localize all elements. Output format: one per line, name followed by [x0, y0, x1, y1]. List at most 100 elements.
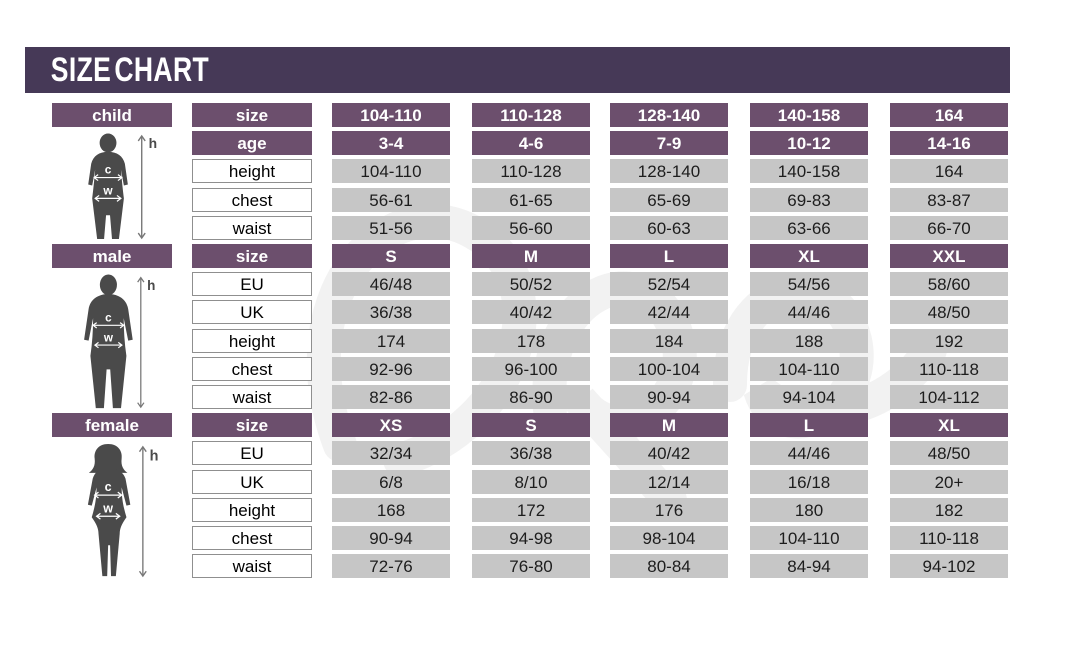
row-label-cell: height	[192, 498, 312, 522]
column-header-cell: 7-9	[610, 131, 728, 155]
female-figure-icon: h c w	[52, 443, 172, 578]
value-cell: 82-86	[332, 385, 450, 409]
column-header-cell: 104-110	[332, 103, 450, 127]
value-cell: 90-94	[332, 526, 450, 550]
value-cell: 65-69	[610, 188, 728, 212]
value-cell: 104-110	[750, 357, 868, 381]
value-cell: 58/60	[890, 272, 1008, 296]
value-cell: 94-98	[472, 526, 590, 550]
value-cell: 94-104	[750, 385, 868, 409]
value-cell: 48/50	[890, 300, 1008, 324]
column-header-cell: S	[332, 244, 450, 268]
row-label-cell: EU	[192, 272, 312, 296]
row-label-cell: waist	[192, 554, 312, 578]
row-label-cell: size	[192, 244, 312, 268]
value-cell: 110-118	[890, 357, 1008, 381]
column-header-cell: L	[610, 244, 728, 268]
column-header-cell: 4-6	[472, 131, 590, 155]
value-cell: 54/56	[750, 272, 868, 296]
value-cell: 96-100	[472, 357, 590, 381]
waist-marker-label: w	[102, 183, 113, 197]
value-cell: 90-94	[610, 385, 728, 409]
value-cell: 36/38	[332, 300, 450, 324]
value-cell: 66-70	[890, 216, 1008, 240]
column-header-cell: L	[750, 413, 868, 437]
value-cell: 61-65	[472, 188, 590, 212]
value-cell: 104-110	[750, 526, 868, 550]
row-label-cell: chest	[192, 526, 312, 550]
value-cell: 86-90	[472, 385, 590, 409]
column-header-cell: 164	[890, 103, 1008, 127]
value-cell: 80-84	[610, 554, 728, 578]
column-header-cell: M	[472, 244, 590, 268]
page-title: SIZE CHART	[50, 50, 210, 89]
value-cell: 180	[750, 498, 868, 522]
value-cell: 42/44	[610, 300, 728, 324]
value-cell: 56-60	[472, 216, 590, 240]
value-cell: 110-128	[472, 159, 590, 183]
value-cell: 110-118	[890, 526, 1008, 550]
height-marker-label: h	[149, 135, 157, 151]
chest-marker-label: c	[105, 480, 112, 494]
value-cell: 184	[610, 329, 728, 353]
value-cell: 36/38	[472, 441, 590, 465]
value-cell: 76-80	[472, 554, 590, 578]
value-cell: 192	[890, 329, 1008, 353]
value-cell: 51-56	[332, 216, 450, 240]
value-cell: 20+	[890, 470, 1008, 494]
section-label-female: female	[52, 413, 172, 437]
row-label-cell: height	[192, 159, 312, 183]
title-bar: SIZE CHART	[25, 47, 1010, 93]
row-label-cell: waist	[192, 385, 312, 409]
value-cell: 56-61	[332, 188, 450, 212]
value-cell: 188	[750, 329, 868, 353]
row-label-cell: size	[192, 103, 312, 127]
child-figure-icon: h c w	[52, 133, 172, 240]
section-label-child: child	[52, 103, 172, 127]
value-cell: 60-63	[610, 216, 728, 240]
chest-marker-label: c	[105, 312, 112, 325]
value-cell: 94-102	[890, 554, 1008, 578]
value-cell: 16/18	[750, 470, 868, 494]
value-cell: 176	[610, 498, 728, 522]
value-cell: 104-110	[332, 159, 450, 183]
column-header-cell: 3-4	[332, 131, 450, 155]
column-header-cell: 14-16	[890, 131, 1008, 155]
column-header-cell: XXL	[890, 244, 1008, 268]
value-cell: 40/42	[610, 441, 728, 465]
height-marker-label: h	[150, 448, 159, 464]
value-cell: 46/48	[332, 272, 450, 296]
row-label-cell: UK	[192, 300, 312, 324]
column-header-cell: 140-158	[750, 103, 868, 127]
value-cell: 6/8	[332, 470, 450, 494]
value-cell: 50/52	[472, 272, 590, 296]
value-cell: 44/46	[750, 300, 868, 324]
chest-marker-label: c	[105, 163, 112, 177]
value-cell: 40/42	[472, 300, 590, 324]
section-label-male: male	[52, 244, 172, 268]
value-cell: 178	[472, 329, 590, 353]
column-header-cell: XL	[890, 413, 1008, 437]
value-cell: 182	[890, 498, 1008, 522]
value-cell: 63-66	[750, 216, 868, 240]
value-cell: 92-96	[332, 357, 450, 381]
height-marker-label: h	[147, 278, 155, 293]
value-cell: 172	[472, 498, 590, 522]
value-cell: 168	[332, 498, 450, 522]
value-cell: 84-94	[750, 554, 868, 578]
row-label-cell: UK	[192, 470, 312, 494]
value-cell: 164	[890, 159, 1008, 183]
column-header-cell: M	[610, 413, 728, 437]
column-header-cell: XS	[332, 413, 450, 437]
row-label-cell: chest	[192, 357, 312, 381]
value-cell: 44/46	[750, 441, 868, 465]
column-header-cell: S	[472, 413, 590, 437]
value-cell: 104-112	[890, 385, 1008, 409]
column-header-cell: 128-140	[610, 103, 728, 127]
value-cell: 69-83	[750, 188, 868, 212]
value-cell: 32/34	[332, 441, 450, 465]
value-cell: 140-158	[750, 159, 868, 183]
column-header-cell: 10-12	[750, 131, 868, 155]
row-label-cell: EU	[192, 441, 312, 465]
